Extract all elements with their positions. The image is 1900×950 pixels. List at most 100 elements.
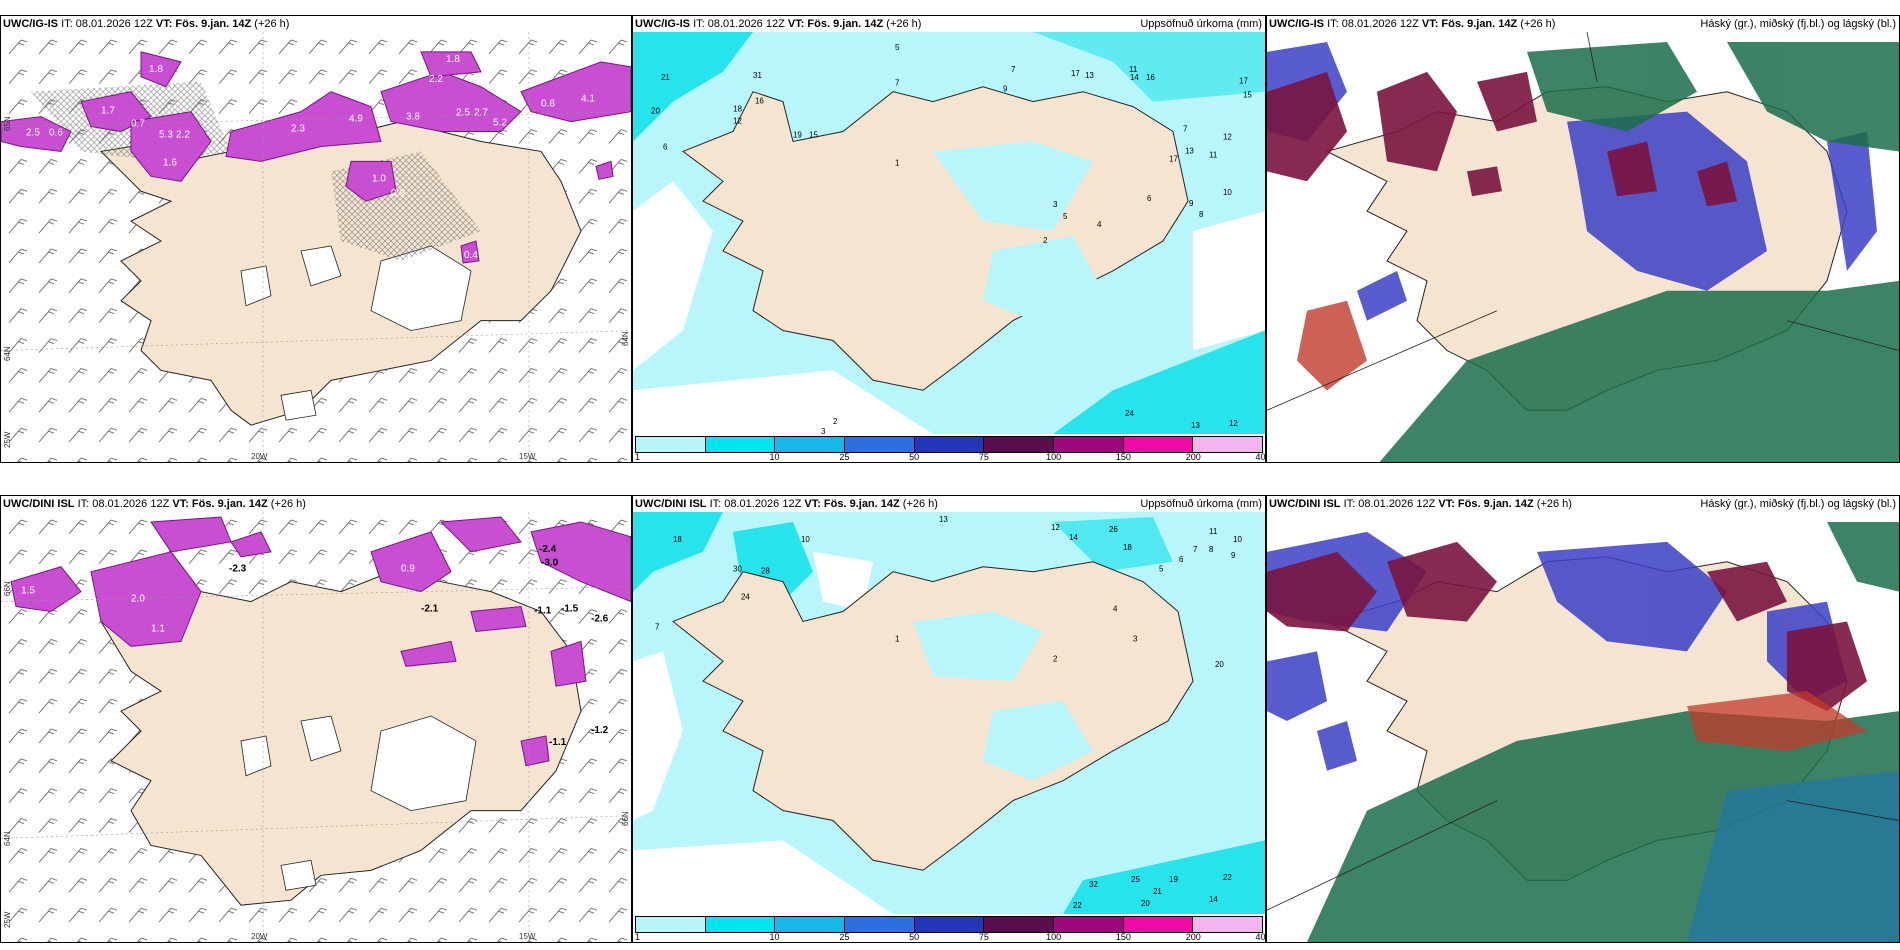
map-precip[interactable]: 21 20 31 16 18 12 19 15 6 5 7 9 7 17 13 … (633, 32, 1265, 434)
value-label: 13 (1191, 421, 1200, 430)
value-label: -1.2 (591, 725, 609, 736)
map-wind[interactable]: -2.4 -3.0 -2.3 -2.1 -1.1 -1.5 -2.6 -1.2 … (1, 512, 631, 942)
valid-time: VT: Fös. 9.jan. 14Z (172, 498, 268, 510)
lat-label: 64N (3, 346, 12, 361)
lead-time: (+26 h) (886, 18, 922, 30)
value-label: 30 (733, 565, 742, 574)
precip-values: 18 30 24 28 10 7 13 12 14 26 18 11 10 9 … (655, 515, 1242, 910)
colorbar-tick-label: 50 (909, 452, 920, 462)
value-label: 1.8 (149, 64, 163, 75)
value-label: 26 (1109, 525, 1118, 534)
value-label: 18 (673, 535, 682, 544)
value-label: 14 (1069, 533, 1078, 542)
map-svg: 21 20 31 16 18 12 19 15 6 5 7 9 7 17 13 … (633, 32, 1265, 434)
model-name: UWC/DINI ISL (635, 498, 707, 510)
colorbar-tick-label: 75 (978, 452, 989, 462)
glacier (370, 715, 477, 812)
value-label: 1.8 (446, 54, 460, 65)
colorbar-tick-label: 10 (769, 932, 780, 942)
map-svg: -2.4 -3.0 -2.3 -2.1 -1.1 -1.5 -2.6 -1.2 … (1, 512, 631, 942)
cloud-low (1687, 770, 1899, 942)
value-label: 7 (1183, 125, 1188, 134)
precip-mid (1033, 32, 1265, 102)
colorbar-tick-label: 400 (1255, 452, 1266, 462)
issue-time: IT: 08.01.2026 12Z (693, 18, 785, 30)
lon-label: 25W (3, 911, 12, 928)
lead-time: (+26 h) (270, 498, 306, 510)
value-label: 7 (895, 79, 900, 88)
value-label: 5.2 (493, 118, 507, 129)
precip-inland (913, 611, 1043, 682)
valid-time: VT: Fös. 9.jan. 14Z (1438, 498, 1534, 510)
value-label: 2 (833, 417, 838, 426)
value-label: 16 (1146, 73, 1155, 82)
colorbar-tick-label: 50 (909, 932, 920, 942)
value-label: 5 (895, 43, 900, 52)
value-label: 5 (1159, 565, 1164, 574)
value-label: 15 (809, 130, 818, 139)
map-cloud[interactable] (1267, 512, 1899, 942)
cloud-mid (1297, 300, 1367, 391)
value-label: 7 (1011, 65, 1016, 74)
value-label: 5.3 (159, 130, 173, 141)
value-label: 1.5 (21, 586, 35, 597)
value-label: 1.7 (101, 106, 115, 117)
value-label: 4.9 (349, 114, 363, 125)
value-label: 6 (1179, 555, 1184, 564)
value-label: 10 (1223, 188, 1232, 197)
valid-time: VT: Fös. 9.jan. 14Z (155, 18, 252, 30)
wind-gust-areas (10, 516, 631, 767)
model-name: UWC/IG-IS (1269, 18, 1324, 30)
value-label: 22 (1073, 901, 1082, 910)
value-label: 11 (1129, 65, 1138, 74)
value-label: 2.3 (291, 124, 305, 135)
value-label: 4 (1113, 605, 1118, 614)
value-label: 7 (1193, 545, 1198, 554)
panel-bottom-left: UWC/DINI ISL IT: 08.01.2026 12Z VT: Fös.… (0, 495, 632, 943)
value-label: 2.5 (456, 108, 470, 119)
map-cloud[interactable] (1267, 32, 1899, 462)
value-label: 3 (1053, 200, 1058, 209)
precip-mid (1053, 516, 1173, 572)
value-label: 1 (895, 158, 900, 167)
value-label: 2.2 (176, 130, 190, 141)
dry-sea (813, 551, 873, 612)
lead-time: (+26 h) (254, 18, 290, 30)
iceland-land (100, 571, 582, 906)
value-label: 12 (733, 117, 742, 126)
value-label: 19 (1169, 875, 1178, 884)
gridline (1, 330, 631, 351)
glacier (300, 245, 342, 287)
value-label: -2.1 (421, 604, 439, 615)
issue-time: IT: 08.01.2026 12Z (1343, 498, 1436, 510)
value-label: -1.1 (534, 606, 552, 617)
panel-bottom-middle: UWC/DINI ISL IT: 08.01.2026 12Z VT: Fös.… (632, 495, 1266, 943)
gridline (1, 586, 631, 602)
precip-inland (983, 701, 1093, 781)
precip-colorbar: 1 10 25 50 75 100 150 200 400 (633, 914, 1265, 942)
gust-values: 1.7 0.7 2.5 0.6 5.3 2.2 1.6 1.8 4.9 3.8 … (26, 54, 595, 261)
gust-values-inner: 1.5 2.0 0.9 1.1 (21, 564, 415, 635)
value-label: 15 (1243, 91, 1252, 100)
value-label: -3.0 (541, 558, 559, 569)
colorbar-tick-label: 150 (1115, 932, 1131, 942)
colorbar-swatch (1123, 917, 1194, 932)
value-label: 3.8 (406, 112, 420, 123)
glacier (240, 735, 272, 777)
colorbar-swatch (984, 917, 1055, 932)
value-label: 10 (1233, 535, 1242, 544)
value-label: 28 (761, 567, 770, 576)
gust-values: -2.4 -3.0 -2.3 -2.1 -1.1 -1.5 -2.6 -1.2 … (229, 544, 609, 748)
map-wind[interactable]: 1.7 0.7 2.5 0.6 5.3 2.2 1.6 1.8 4.9 3.8 … (1, 32, 631, 462)
colorbar-tick-label: 1 (635, 452, 641, 462)
issue-time: IT: 08.01.2026 12Z (709, 498, 802, 510)
valid-time: VT: Fös. 9.jan. 14Z (787, 18, 884, 30)
value-label: 8 (1199, 210, 1204, 219)
value-label: 13 (1085, 71, 1094, 80)
lat-label: 64N (3, 831, 12, 846)
value-label: 9 (1003, 85, 1008, 94)
colorbar-swatch (845, 437, 915, 452)
valid-time: VT: Fös. 9.jan. 14Z (1421, 18, 1518, 30)
value-label: 21 (1153, 887, 1162, 896)
map-precip[interactable]: 18 30 24 28 10 7 13 12 14 26 18 11 10 9 … (633, 512, 1265, 914)
